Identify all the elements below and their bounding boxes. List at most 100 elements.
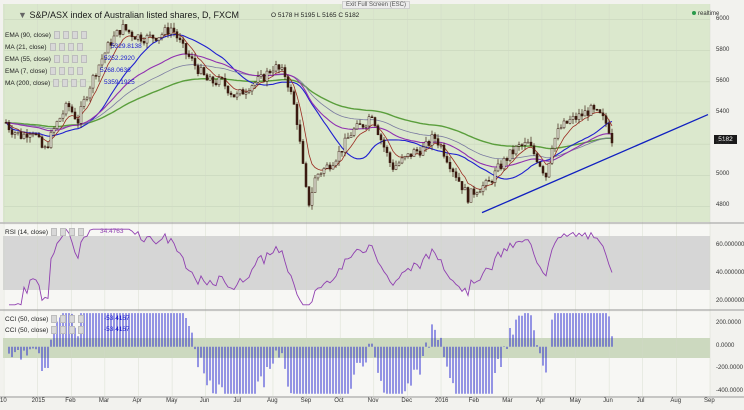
eye-icon[interactable] (51, 315, 58, 323)
chart-title-text: S&P/ASX index of Australian listed share… (29, 10, 240, 20)
close-icon[interactable] (68, 67, 75, 75)
candle-body (529, 141, 533, 146)
candle-body (73, 111, 77, 120)
exit-fullscreen-button[interactable]: Exit Full Screen (ESC) (342, 1, 411, 9)
collapse-arrow-icon[interactable]: ▼ (18, 10, 27, 20)
candle-body (607, 123, 611, 134)
more-icon[interactable] (78, 326, 85, 334)
candle-body (40, 136, 44, 148)
candle-body (331, 165, 335, 170)
indicator-row-ema90[interactable]: EMA (90, close) (5, 31, 87, 39)
settings-icon[interactable] (62, 31, 69, 39)
candle-body (580, 113, 584, 117)
candle-body (544, 172, 548, 178)
close-icon[interactable] (69, 315, 76, 323)
candle-body (52, 128, 56, 133)
rsi-header[interactable]: RSI (14, close) (5, 228, 84, 236)
candle-body (25, 133, 29, 138)
candle-body (454, 171, 458, 178)
candle-body (475, 192, 479, 195)
candle-body (61, 113, 65, 119)
candle-body (235, 93, 239, 98)
chart-title: ▼ S&P/ASX index of Australian listed sha… (18, 10, 239, 20)
more-icon[interactable] (80, 31, 87, 39)
candle-body (265, 70, 269, 82)
candle-body (493, 170, 497, 183)
candle-body (256, 76, 260, 83)
price-tick-label: 5200 (716, 140, 730, 147)
candle-body (289, 86, 293, 92)
time-tick-label: Jul (233, 398, 241, 404)
indicator-value-ma21: 5329.8138 (111, 43, 142, 50)
candle-body (349, 135, 353, 138)
more-icon[interactable] (77, 67, 84, 75)
time-tick-label: Aug (266, 398, 278, 404)
candle-body (586, 110, 590, 116)
settings-icon[interactable] (60, 228, 66, 236)
candle-body (70, 106, 74, 113)
candle-body (565, 120, 569, 124)
settings-icon[interactable] (58, 43, 65, 51)
indicator-row-ema55[interactable]: EMA (55, close) (5, 55, 87, 63)
candle-body (538, 161, 542, 167)
settings-icon[interactable] (60, 315, 67, 323)
settings-icon[interactable] (60, 326, 67, 334)
eye-icon[interactable] (51, 228, 57, 236)
more-icon[interactable] (80, 79, 87, 87)
close-icon[interactable] (71, 31, 78, 39)
settings-icon[interactable] (62, 55, 69, 63)
indicator-label: EMA (90, close) (5, 31, 51, 39)
candle-body (91, 75, 95, 89)
more-icon[interactable] (78, 228, 84, 236)
candle-body (466, 187, 470, 203)
candle-body (151, 34, 155, 39)
close-icon[interactable] (71, 55, 78, 63)
time-tick-label: Nov (367, 398, 379, 404)
candle-body (37, 134, 41, 138)
candle-body (166, 27, 170, 35)
eye-icon[interactable] (53, 31, 60, 39)
indicator-value-ema55: 5252.2920 (104, 55, 135, 62)
candle-body (295, 104, 299, 125)
candle-body (139, 34, 143, 42)
candle-body (193, 58, 197, 66)
candle-body (520, 144, 524, 146)
candle-body (205, 74, 209, 81)
indicator-value-ema7: 5268.0636 (100, 67, 131, 74)
settings-icon[interactable] (62, 79, 69, 87)
close-icon[interactable] (69, 326, 76, 334)
candle-body (94, 75, 98, 77)
cci-band (3, 338, 710, 358)
candle-body (352, 128, 356, 136)
candle-body (571, 115, 575, 120)
close-icon[interactable] (67, 43, 74, 51)
close-icon[interactable] (71, 79, 78, 87)
more-icon[interactable] (80, 55, 87, 63)
more-icon[interactable] (76, 43, 83, 51)
candle-body (115, 29, 119, 37)
settings-icon[interactable] (59, 67, 66, 75)
eye-icon[interactable] (50, 67, 57, 75)
price-tick-label: 4800 (716, 202, 730, 209)
candle-body (409, 153, 413, 157)
close-icon[interactable] (69, 228, 75, 236)
candle-body (220, 77, 224, 79)
candle-body (55, 121, 59, 129)
eye-icon[interactable] (51, 326, 58, 334)
candle-body (457, 177, 461, 182)
cci-label: CCI (50, close) (5, 315, 49, 323)
more-icon[interactable] (78, 315, 85, 323)
candle-body (112, 35, 116, 46)
ma21-line (5, 33, 613, 180)
candle-body (145, 35, 149, 44)
eye-icon[interactable] (53, 79, 60, 87)
cci-header-1[interactable]: CCI (50, close) (5, 315, 85, 323)
candle-body (229, 92, 233, 95)
eye-icon[interactable] (49, 43, 56, 51)
indicator-row-ma21[interactable]: MA (21, close) (5, 43, 83, 51)
cci-header-2[interactable]: CCI (50, close) (5, 326, 85, 334)
indicator-row-ema7[interactable]: EMA (7, close) (5, 67, 84, 75)
eye-icon[interactable] (53, 55, 60, 63)
candle-body (598, 109, 602, 114)
indicator-row-ma200[interactable]: MA (200, close) (5, 79, 87, 87)
